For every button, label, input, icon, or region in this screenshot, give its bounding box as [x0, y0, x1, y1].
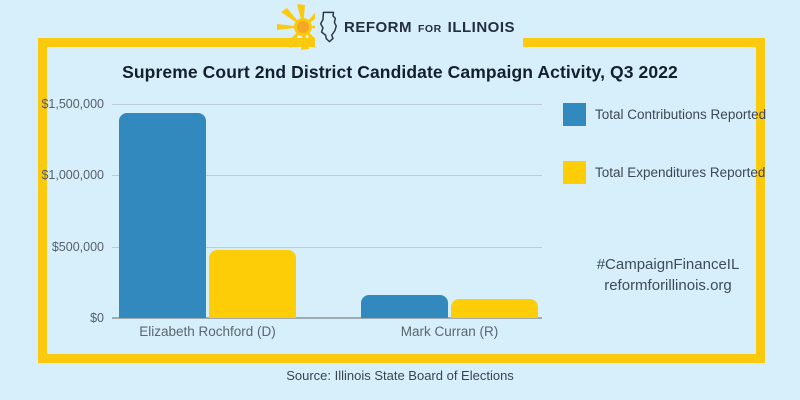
logo-text: REFORM FOR ILLINOIS	[314, 7, 524, 47]
plot-area: $0 $500,000 $1,000,000 $1,500,000 Elizabeth …	[41, 97, 542, 339]
x-axis-category-label: Mark Curran (R)	[400, 324, 499, 339]
y-axis-tick-label: $1,000,000	[41, 168, 104, 183]
y-axis-tick-label: $500,000	[51, 239, 104, 254]
logo-word-for: FOR	[417, 22, 442, 35]
y-axis-tick-label: $0	[90, 311, 104, 325]
bar-contributions-rochford	[119, 113, 206, 318]
reform-for-illinois-logo: REFORM FOR ILLINOIS	[276, 4, 524, 50]
legend-label: Total Contributions Reported	[595, 106, 767, 122]
chart-title: Supreme Court 2nd District Candidate Cam…	[122, 62, 678, 82]
x-axis-line	[112, 317, 542, 319]
social-text: #CampaignFinanceIL reformforillinois.org	[553, 254, 783, 296]
legend-label: Total Expenditures Reported	[595, 164, 766, 180]
logo-word-reform: REFORM	[343, 18, 412, 36]
hashtag-text: #CampaignFinanceIL	[596, 256, 740, 273]
chart-legend: Total Contributions Reported Total Expend…	[563, 102, 766, 218]
legend-item: Total Expenditures Reported	[563, 160, 766, 184]
y-axis-tick-label: $1,500,000	[41, 97, 104, 111]
illinois-state-icon	[319, 11, 337, 43]
x-axis-category-label: Elizabeth Rochford (D)	[139, 324, 276, 339]
bar-expenditures-rochford	[209, 250, 296, 318]
legend-swatch-expenditures	[563, 160, 586, 184]
bar-contributions-curran	[361, 295, 448, 318]
bar-expenditures-curran	[451, 299, 538, 318]
legend-item: Total Contributions Reported	[563, 102, 766, 126]
website-text: reformforillinois.org	[604, 277, 732, 294]
logo-word-illinois: ILLINOIS	[447, 18, 516, 36]
source-text: Source: Illinois State Board of Election…	[286, 368, 514, 383]
gridline	[112, 104, 542, 105]
gridline	[112, 175, 542, 177]
gridline	[112, 246, 542, 248]
legend-swatch-contributions	[563, 102, 586, 126]
